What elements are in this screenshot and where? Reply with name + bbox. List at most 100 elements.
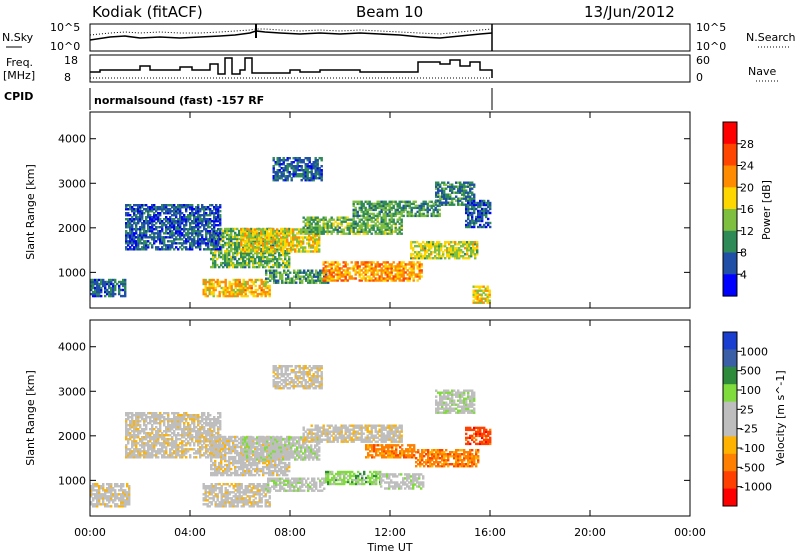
heatmap-cell: [258, 259, 261, 263]
heatmap-cell: [289, 279, 292, 282]
heatmap-cell: [262, 230, 265, 233]
heatmap-cell: [292, 242, 295, 245]
heatmap-cell: [284, 231, 287, 235]
heatmap-cell: [122, 278, 125, 282]
heatmap-cell: [312, 238, 315, 241]
heatmap-cell: [350, 224, 353, 227]
heatmap-cell: [206, 294, 209, 298]
heatmap-cell: [320, 232, 323, 235]
heatmap-cell: [326, 220, 329, 223]
heatmap-cell: [368, 216, 371, 219]
heatmap-cell: [398, 261, 401, 264]
heatmap-cell: [364, 263, 367, 266]
heatmap-cell: [350, 222, 353, 225]
heatmap-cell: [282, 232, 285, 235]
heatmap-cell: [288, 157, 291, 160]
heatmap-cell: [366, 216, 369, 219]
heatmap-cell: [228, 259, 231, 263]
heatmap-cell: [388, 230, 391, 233]
heatmap-cell: [398, 279, 401, 282]
heatmap-cell: [234, 265, 237, 269]
heatmap-cell: [334, 273, 337, 276]
heatmap-cell: [370, 271, 373, 274]
heatmap-cell: [286, 228, 289, 231]
heatmap-cell: [230, 259, 233, 263]
heatmap-cell: [272, 228, 275, 231]
heatmap-cell: [228, 265, 231, 269]
heatmap-cell: [292, 246, 295, 249]
heatmap-cell: [284, 249, 287, 253]
heatmap-cell: [242, 238, 245, 241]
heatmap-cell: [218, 255, 221, 259]
heatmap-cell: [388, 218, 391, 221]
heatmap-cell: [214, 249, 217, 253]
heatmap-cell: [218, 290, 221, 294]
heatmap-cell: [240, 483, 243, 486]
heatmap-cell: [278, 242, 281, 245]
heatmap-cell: [238, 263, 241, 267]
heatmap-cell: [321, 269, 324, 272]
heatmap-cell: [214, 255, 217, 259]
heatmap-cell: [390, 230, 393, 233]
heatmap-cell: [212, 253, 215, 257]
heatmap-cell: [390, 214, 393, 218]
heatmap-cell: [410, 212, 413, 216]
heatmap-cell: [276, 232, 279, 235]
heatmap-cell: [330, 279, 333, 282]
freq-tick-low: 8: [64, 71, 71, 84]
heatmap-cell: [202, 282, 205, 286]
heatmap-cell: [242, 257, 245, 261]
heatmap-cell: [284, 244, 287, 247]
heatmap-cell: [352, 267, 355, 270]
heatmap-cell: [382, 222, 385, 225]
heatmap-cell: [252, 282, 255, 286]
heatmap-cell: [276, 246, 279, 249]
heatmap-cell: [94, 294, 97, 298]
heatmap-cell: [262, 251, 265, 255]
heatmap-cell: [308, 232, 311, 235]
heatmap-cell: [272, 253, 275, 257]
heatmap-cell: [262, 232, 265, 235]
heatmap-cell: [280, 242, 283, 245]
heatmap-cell: [285, 279, 288, 282]
heatmap-cell: [396, 202, 399, 206]
heatmap-cell: [386, 214, 389, 218]
heatmap-cell: [378, 222, 381, 225]
heatmap-cell: [332, 230, 335, 233]
heatmap-cell: [328, 271, 331, 274]
heatmap-cell: [258, 238, 261, 241]
heatmap-cell: [290, 250, 293, 253]
noise-tick-left-low: 10^0: [50, 40, 80, 53]
heatmap-cell: [364, 261, 367, 264]
heatmap-cell: [240, 261, 243, 265]
heatmap-cell: [250, 250, 253, 253]
heatmap-cell: [382, 208, 385, 212]
heatmap-cell: [390, 202, 393, 206]
heatmap-cell: [248, 228, 251, 231]
heatmap-cell: [218, 235, 221, 239]
heatmap-cell: [308, 250, 311, 253]
heatmap-cell: [334, 226, 337, 229]
heatmap-cell: [254, 280, 257, 284]
heatmap-cell: [330, 277, 333, 280]
heatmap-cell: [332, 271, 335, 274]
heatmap-cell: [380, 485, 383, 488]
heatmap-cell: [330, 226, 333, 229]
heatmap-cell: [266, 246, 269, 249]
heatmap-cell: [220, 249, 223, 253]
heatmap-cell: [266, 238, 269, 241]
heatmap-cell: [374, 273, 377, 276]
heatmap-cell: [320, 230, 323, 233]
heatmap-cell: [362, 216, 365, 219]
heatmap-cell: [278, 248, 281, 251]
heatmap-cell: [254, 284, 257, 288]
heatmap-cell: [240, 238, 243, 241]
heatmap-cell: [370, 218, 373, 221]
heatmap-cell: [212, 294, 215, 298]
heatmap-cell: [246, 250, 249, 253]
heatmap-cell: [312, 244, 315, 247]
heatmap-cell: [272, 243, 275, 247]
heatmap-cell: [219, 232, 222, 235]
heatmap-cell: [366, 232, 369, 235]
heatmap-cell: [392, 220, 395, 223]
